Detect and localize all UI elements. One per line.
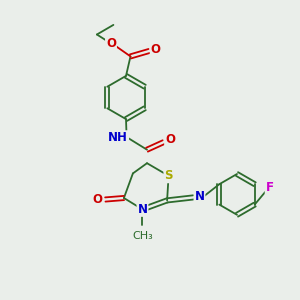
Text: CH₃: CH₃ [132, 231, 153, 241]
Text: O: O [151, 43, 161, 56]
Text: NH: NH [108, 131, 128, 144]
Text: O: O [165, 133, 175, 146]
Text: N: N [137, 203, 148, 216]
Text: O: O [92, 193, 103, 206]
Text: S: S [164, 169, 173, 182]
Text: N: N [194, 190, 205, 203]
Text: F: F [266, 181, 274, 194]
Text: O: O [106, 37, 116, 50]
